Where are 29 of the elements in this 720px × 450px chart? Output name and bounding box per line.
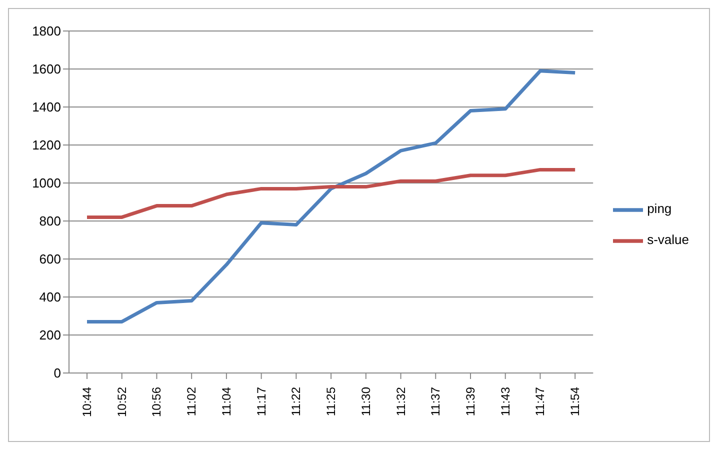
x-tick-label: 11:47: [533, 386, 548, 416]
x-tick-label: 11:43: [498, 386, 512, 416]
x-tick-label: 10:52: [114, 386, 129, 418]
x-tick-label: 11:32: [394, 386, 408, 416]
line-series: [85, 168, 577, 219]
x-tick-label: 11:54: [568, 386, 582, 416]
x-tick-label: 11:37: [428, 386, 443, 416]
x-tick-label: 11:17: [254, 386, 268, 416]
x-tick-label: 11:30: [358, 386, 373, 416]
x-tick-label: 11:25: [324, 386, 338, 416]
y-tick-label: 400: [39, 290, 61, 305]
y-tick-label: 1800: [32, 24, 61, 39]
y-tick-label: 1600: [32, 62, 61, 77]
x-tick-label: 10:44: [80, 386, 94, 418]
y-tick-label: 1400: [32, 100, 61, 115]
y-tick-label: 600: [39, 252, 61, 267]
legend-label: s-value: [647, 232, 689, 247]
y-tick-label: 800: [39, 214, 61, 229]
y-tick-label: 1000: [32, 176, 61, 191]
x-tick-label: 11:02: [184, 386, 199, 416]
y-tick-label: 1200: [32, 138, 61, 153]
x-tick-label: 10:56: [150, 386, 164, 418]
x-tick-label: 11:22: [289, 386, 304, 416]
y-tick-label: 200: [39, 328, 61, 343]
x-tick-label: 11:04: [219, 386, 234, 416]
y-tick-label: 0: [54, 366, 61, 381]
line-series: [85, 69, 577, 324]
legend-label: ping: [647, 201, 672, 216]
x-tick-label: 11:39: [463, 386, 478, 416]
